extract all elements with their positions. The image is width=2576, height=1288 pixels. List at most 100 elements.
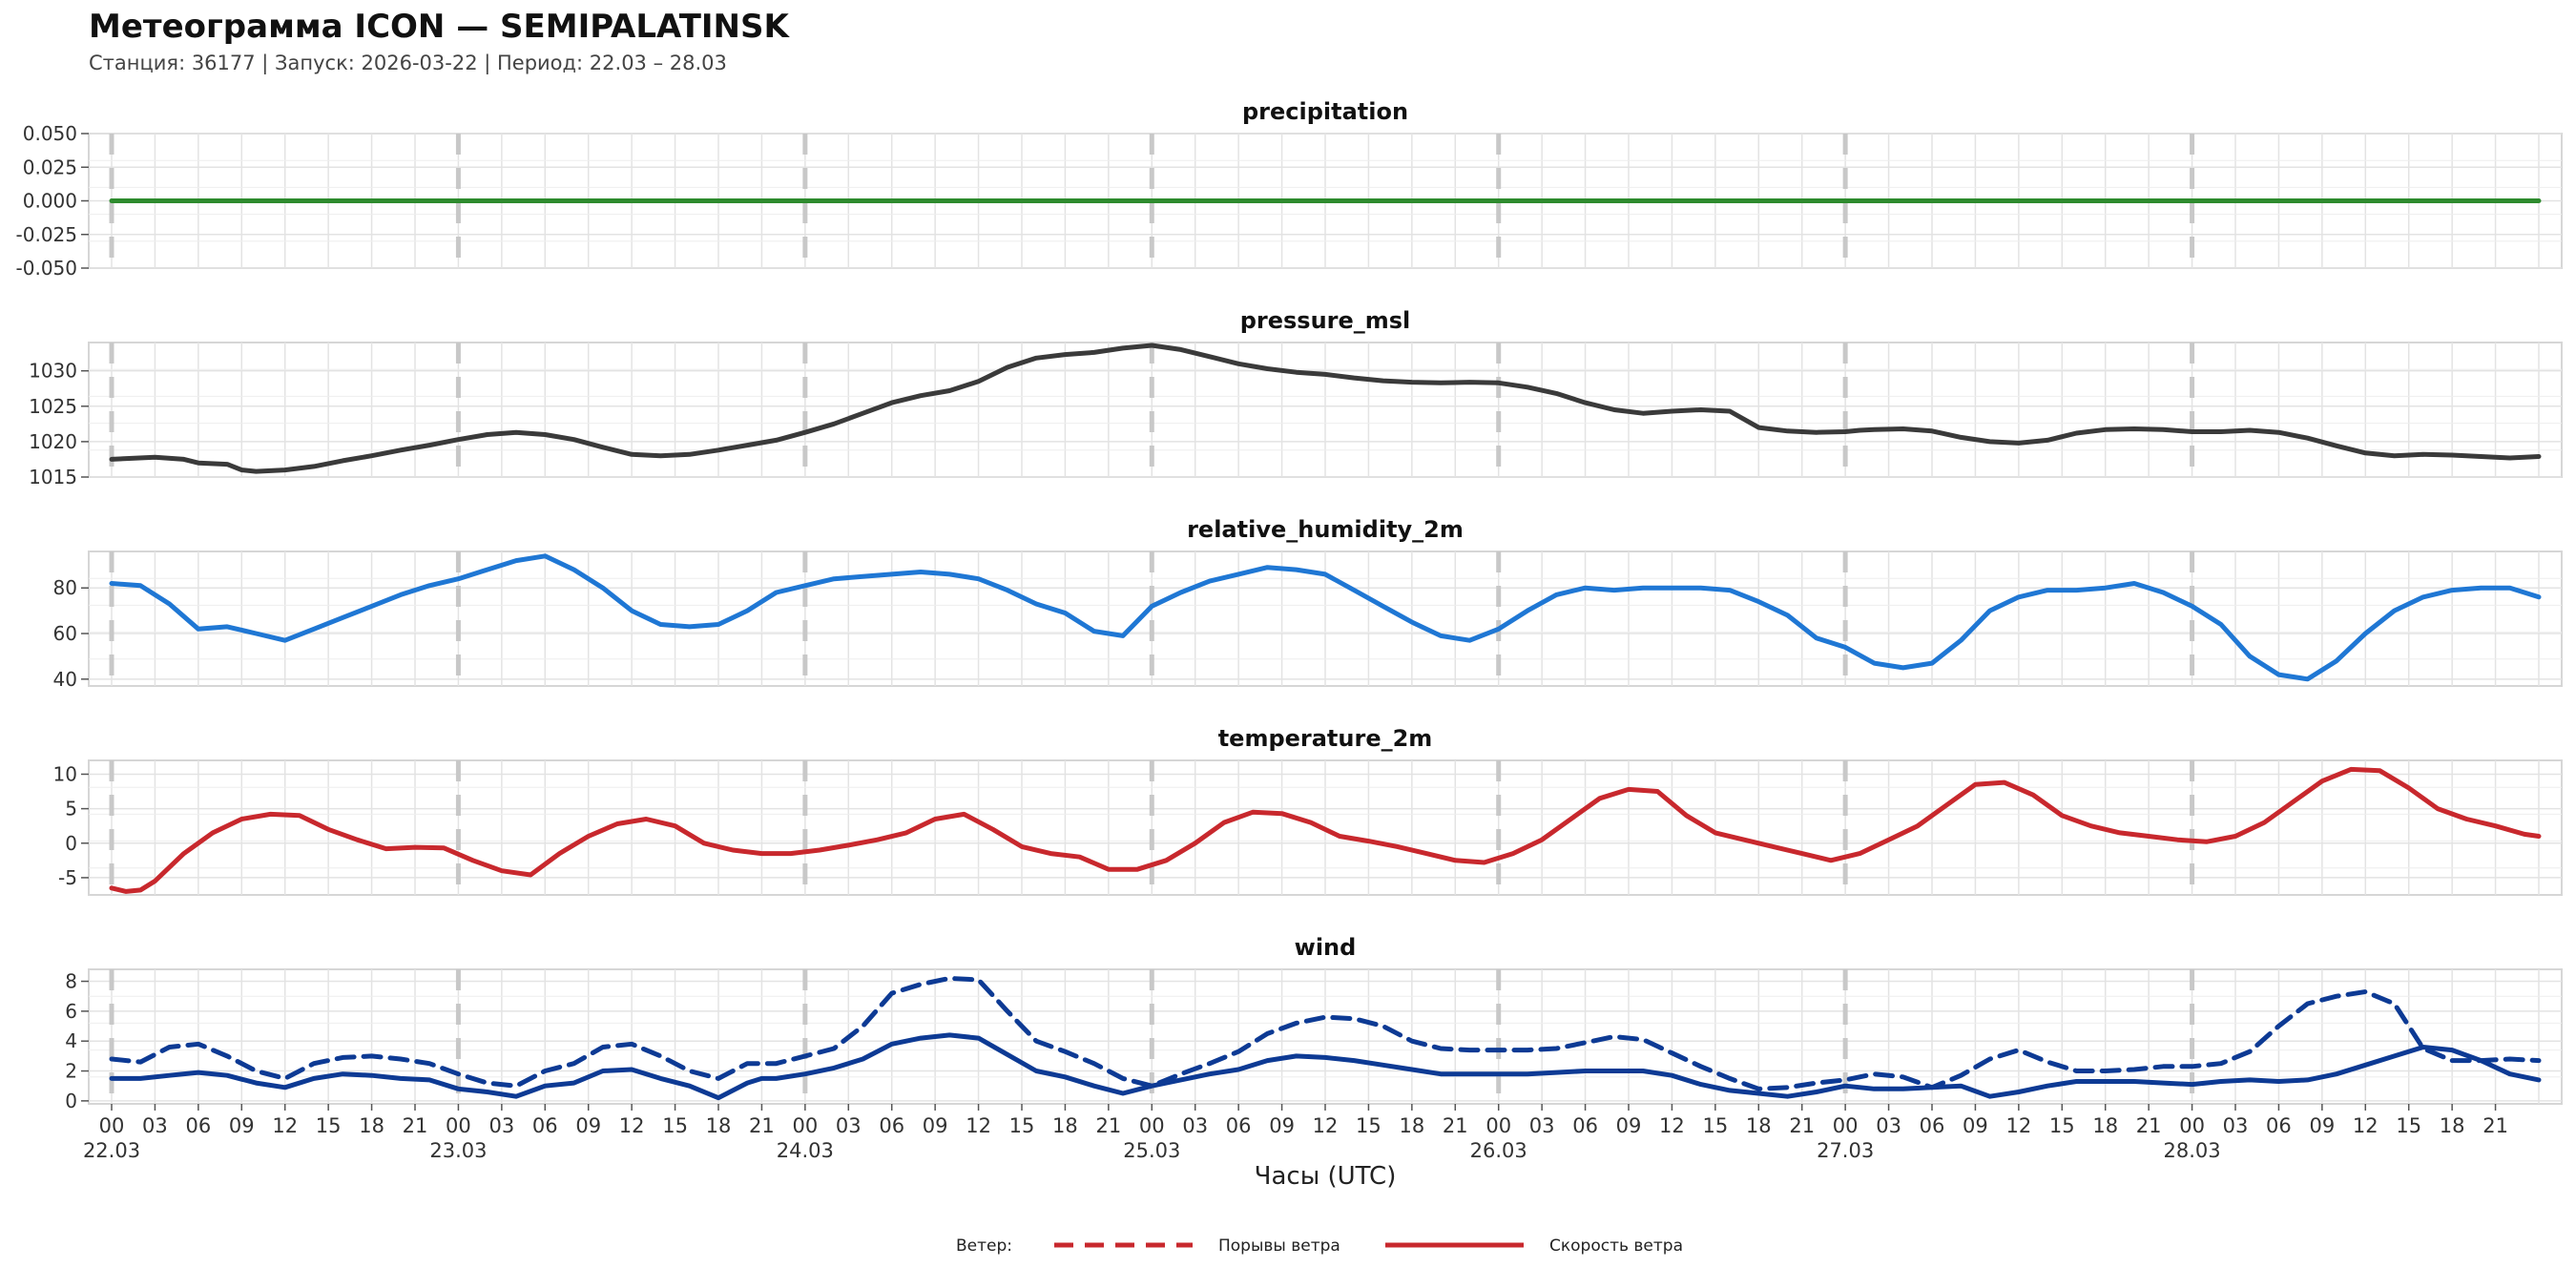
x-tick-hour: 18: [1052, 1114, 1078, 1137]
x-tick-hour: 21: [1443, 1114, 1468, 1137]
panels-layer: 0.050 0.025 0.000 -0.025 -0.050 precipitation…: [16, 98, 2563, 1112]
panel-pressure_msl: 1030 1025 1020 1015 pressure_msl: [29, 307, 2563, 488]
y-tick-label: 0.000: [23, 190, 77, 213]
legend-title: Ветер:: [956, 1236, 1012, 1256]
panel-precipitation: 0.050 0.025 0.000 -0.025 -0.050 precipitation: [16, 98, 2563, 280]
x-tick-hour: 12: [272, 1114, 298, 1137]
x-tick-date: 28.03: [2164, 1139, 2221, 1162]
y-tick-label: 5: [65, 798, 77, 821]
x-tick-hour: 15: [1009, 1114, 1035, 1137]
legend-gust-label: Порывы ветра: [1218, 1236, 1340, 1256]
x-tick-hour: 09: [2309, 1114, 2335, 1137]
x-tick-hour: 09: [575, 1114, 601, 1137]
x-tick-hour: 06: [1572, 1114, 1598, 1137]
series-line-relative_humidity_2m: [109, 553, 2542, 682]
y-tick-label: 10: [53, 762, 77, 785]
y-tick-label: -5: [58, 866, 77, 889]
y-tick-label: 0.025: [23, 156, 77, 178]
panel-relative_humidity_2m: 80 60 40 relative_humidity_2m: [53, 516, 2563, 691]
x-tick-hour: 21: [403, 1114, 428, 1137]
y-tick-label: 80: [53, 576, 77, 599]
x-tick-hour: 03: [488, 1114, 514, 1137]
panel-temperature_2m: 10 5 0 -5 temperature_2m: [53, 725, 2563, 896]
x-tick-hour: 00: [792, 1114, 818, 1137]
x-tick-hour: 12: [1659, 1114, 1685, 1137]
x-tick-hour: 15: [662, 1114, 688, 1137]
x-tick-hour: 21: [1789, 1114, 1815, 1137]
x-tick-hour: 15: [2049, 1114, 2075, 1137]
x-tick-hour: 12: [966, 1114, 991, 1137]
y-tick-label: 1020: [29, 430, 77, 453]
x-axis-label: Часы (UTC): [1255, 1162, 1397, 1191]
x-tick-hour: 15: [2396, 1114, 2421, 1137]
x-tick-hour: 00: [2179, 1114, 2205, 1137]
x-tick-hour: 00: [99, 1114, 125, 1137]
x-tick-hour: 15: [1356, 1114, 1381, 1137]
series-line-pressure_msl: [109, 343, 2542, 474]
y-tick-label: 1025: [29, 395, 77, 418]
y-tick-label: 60: [53, 622, 77, 645]
x-tick-hour: 18: [359, 1114, 384, 1137]
y-tick-label: 2: [65, 1060, 77, 1083]
x-tick-hour: 09: [229, 1114, 255, 1137]
y-tick-label: 0.050: [23, 122, 77, 145]
y-tick-label: 8: [65, 970, 77, 993]
x-tick-date: 25.03: [1123, 1139, 1180, 1162]
series-line-temperature_2m: [109, 766, 2542, 894]
panel-title: wind: [1295, 934, 1357, 961]
panel-title: temperature_2m: [1218, 725, 1433, 752]
y-tick-label: -0.050: [16, 257, 77, 280]
x-tick-hour: 09: [923, 1114, 948, 1137]
x-tick-hour: 03: [836, 1114, 862, 1137]
y-tick-label: 6: [65, 1000, 77, 1023]
series-line-Порывы-ветра: [109, 975, 2542, 1091]
x-tick-hour: 21: [749, 1114, 775, 1137]
y-tick-label: 4: [65, 1029, 77, 1052]
panel-title: pressure_msl: [1240, 307, 1411, 334]
x-tick-hour: 21: [2483, 1114, 2508, 1137]
y-tick-label: 40: [53, 668, 77, 691]
x-tick-hour: 09: [1269, 1114, 1295, 1137]
x-tick-hour: 00: [446, 1114, 471, 1137]
x-tick-hour: 18: [2092, 1114, 2118, 1137]
legend: Ветер: Порывы ветра Скорость ветра: [956, 1236, 1683, 1256]
x-tick-hour: 12: [1313, 1114, 1339, 1137]
x-tick-hour: 15: [316, 1114, 342, 1137]
page-title: Метеограмма ICON — SEMIPALATINSK: [89, 8, 789, 46]
panel-wind: 8 6 4 2 0 wind: [65, 934, 2563, 1112]
x-tick-hour: 21: [2136, 1114, 2162, 1137]
x-tick-hour: 06: [185, 1114, 211, 1137]
x-tick-hour: 06: [2266, 1114, 2292, 1137]
panel-title: precipitation: [1242, 98, 1408, 125]
x-tick-hour: 06: [1226, 1114, 1252, 1137]
y-tick-label: -0.025: [16, 223, 77, 246]
page-subtitle: Станция: 36177 | Запуск: 2026-03-22 | Пе…: [89, 52, 727, 74]
x-tick-hour: 15: [1702, 1114, 1728, 1137]
x-tick-hour: 03: [2223, 1114, 2249, 1137]
x-tick-date: 26.03: [1470, 1139, 1527, 1162]
x-tick-hour: 12: [619, 1114, 645, 1137]
x-tick-date: 22.03: [83, 1139, 140, 1162]
x-tick-hour: 06: [1920, 1114, 1945, 1137]
y-tick-label: 0: [65, 1090, 77, 1112]
x-tick-hour: 00: [1833, 1114, 1859, 1137]
panel-title: relative_humidity_2m: [1187, 516, 1464, 543]
x-tick-hour: 00: [1139, 1114, 1165, 1137]
x-tick-hour: 09: [1616, 1114, 1642, 1137]
x-tick-hour: 18: [1399, 1114, 1424, 1137]
x-tick-hour: 09: [1963, 1114, 1988, 1137]
x-tick-hour: 00: [1485, 1114, 1511, 1137]
x-tick-date: 24.03: [777, 1139, 834, 1162]
x-tick-hour: 06: [532, 1114, 558, 1137]
y-tick-label: 1030: [29, 360, 77, 383]
x-tick-hour: 18: [2440, 1114, 2465, 1137]
x-tick-hour: 06: [879, 1114, 904, 1137]
series-line-Скорость-ветра: [109, 1032, 2542, 1101]
x-tick-hour: 03: [1182, 1114, 1208, 1137]
legend-speed-label: Скорость ветра: [1549, 1236, 1683, 1256]
y-tick-label: 0: [65, 832, 77, 855]
x-tick-hour: 03: [142, 1114, 168, 1137]
y-tick-label: 1015: [29, 466, 77, 488]
x-tick-date: 23.03: [429, 1139, 487, 1162]
